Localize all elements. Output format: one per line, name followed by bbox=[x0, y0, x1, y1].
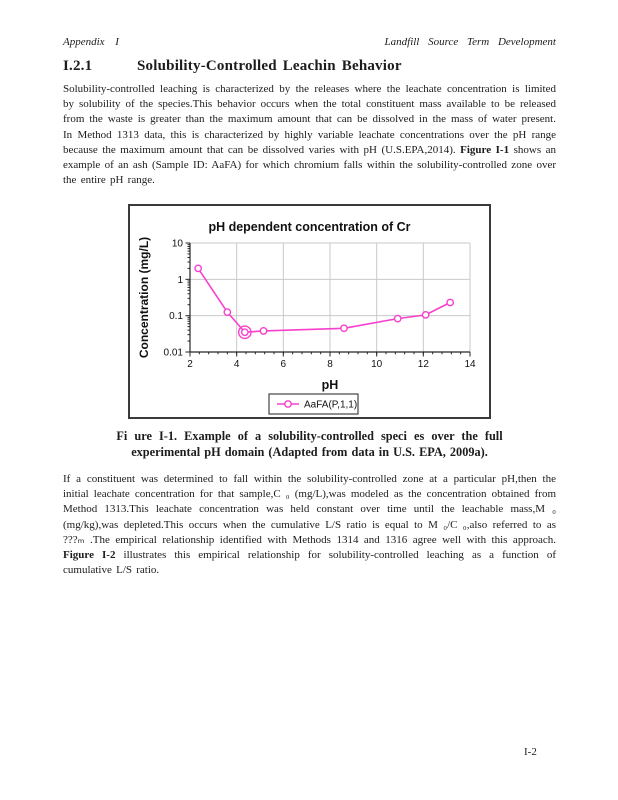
y-axis-label: Concentration (mg/L) bbox=[137, 237, 151, 358]
series-line bbox=[197, 267, 451, 334]
header-right: Landfill Source Term Development bbox=[384, 36, 556, 48]
svg-text:12: 12 bbox=[418, 359, 430, 370]
chart-border bbox=[128, 204, 491, 419]
figure-caption: Fi ure I-1. Example of a solubility-cont… bbox=[63, 429, 556, 460]
svg-text:10: 10 bbox=[371, 359, 383, 370]
text-run: shows an example of an ash (Sample ID: A… bbox=[63, 143, 556, 187]
bold-text-run: Figure I-2 bbox=[63, 549, 116, 562]
page-number: I-2 bbox=[524, 746, 537, 758]
y-tick-labels: 10 1 0.1 0.01 bbox=[164, 239, 184, 359]
legend-marker-sample bbox=[284, 400, 292, 408]
svg-text:0.1: 0.1 bbox=[169, 311, 183, 322]
caption-line-2: experimental pH domain (Adapted from dat… bbox=[131, 444, 488, 459]
x-axis-label: pH bbox=[322, 378, 339, 392]
x-tick-labels: 2 4 6 8 10 12 14 bbox=[187, 359, 476, 370]
emphasized-marker-ring bbox=[237, 325, 252, 340]
svg-text:2: 2 bbox=[187, 359, 193, 370]
data-point-marker bbox=[240, 328, 249, 337]
chart-title: pH dependent concentration of Cr bbox=[208, 220, 410, 234]
section-heading: I.2.1 Solubility-Controlled Leachin Behav… bbox=[63, 58, 556, 75]
svg-text:8: 8 bbox=[327, 359, 333, 370]
text-run: Solubility-controlled leaching is charac… bbox=[63, 83, 556, 156]
data-point-marker bbox=[223, 308, 232, 317]
gridlines bbox=[190, 242, 471, 352]
legend: AaFA(P,1,1) bbox=[268, 393, 359, 415]
data-point-marker bbox=[340, 324, 348, 333]
paragraph-1: Solubility-controlled leaching is charac… bbox=[63, 82, 556, 188]
data-point-marker bbox=[194, 264, 203, 273]
text-run: If a constituent was determined to fall … bbox=[63, 473, 556, 546]
data-point-marker bbox=[393, 314, 402, 323]
svg-text:10: 10 bbox=[172, 239, 184, 250]
paragraph-2: If a constituent was determined to fall … bbox=[63, 472, 556, 578]
legend-box bbox=[268, 393, 359, 415]
page-header: Appendix I Landfill Source Term Developm… bbox=[63, 36, 556, 48]
series-markers bbox=[194, 264, 455, 340]
section-number: I.2.1 bbox=[63, 58, 93, 74]
svg-text:4: 4 bbox=[234, 359, 240, 370]
figure-i1-chart: 2 4 6 8 10 12 14 10 1 0.1 0.01 pH dependent concent… bbox=[128, 204, 491, 419]
svg-text:14: 14 bbox=[464, 359, 476, 370]
section-title: Solubility-Controlled Leachin Behavior bbox=[137, 58, 402, 74]
data-point-marker bbox=[446, 298, 455, 307]
bold-text-run: Figure I-1 bbox=[460, 143, 510, 156]
legend-label: AaFA(P,1,1) bbox=[304, 400, 357, 411]
caption-line-1: Fi ure I-1. Example of a solubility-cont… bbox=[116, 429, 503, 443]
data-point-marker bbox=[259, 327, 268, 335]
svg-text:0.01: 0.01 bbox=[164, 348, 184, 359]
svg-text:6: 6 bbox=[281, 359, 287, 370]
tick-marks bbox=[185, 242, 471, 357]
text-run: illustrates this empirical relationship … bbox=[63, 549, 557, 577]
svg-text:1: 1 bbox=[177, 275, 183, 286]
header-left: Appendix I bbox=[63, 36, 119, 48]
cr-concentration-chart: 2 4 6 8 10 12 14 10 1 0.1 0.01 pH dependent concent… bbox=[128, 204, 491, 419]
data-point-marker bbox=[421, 310, 430, 319]
